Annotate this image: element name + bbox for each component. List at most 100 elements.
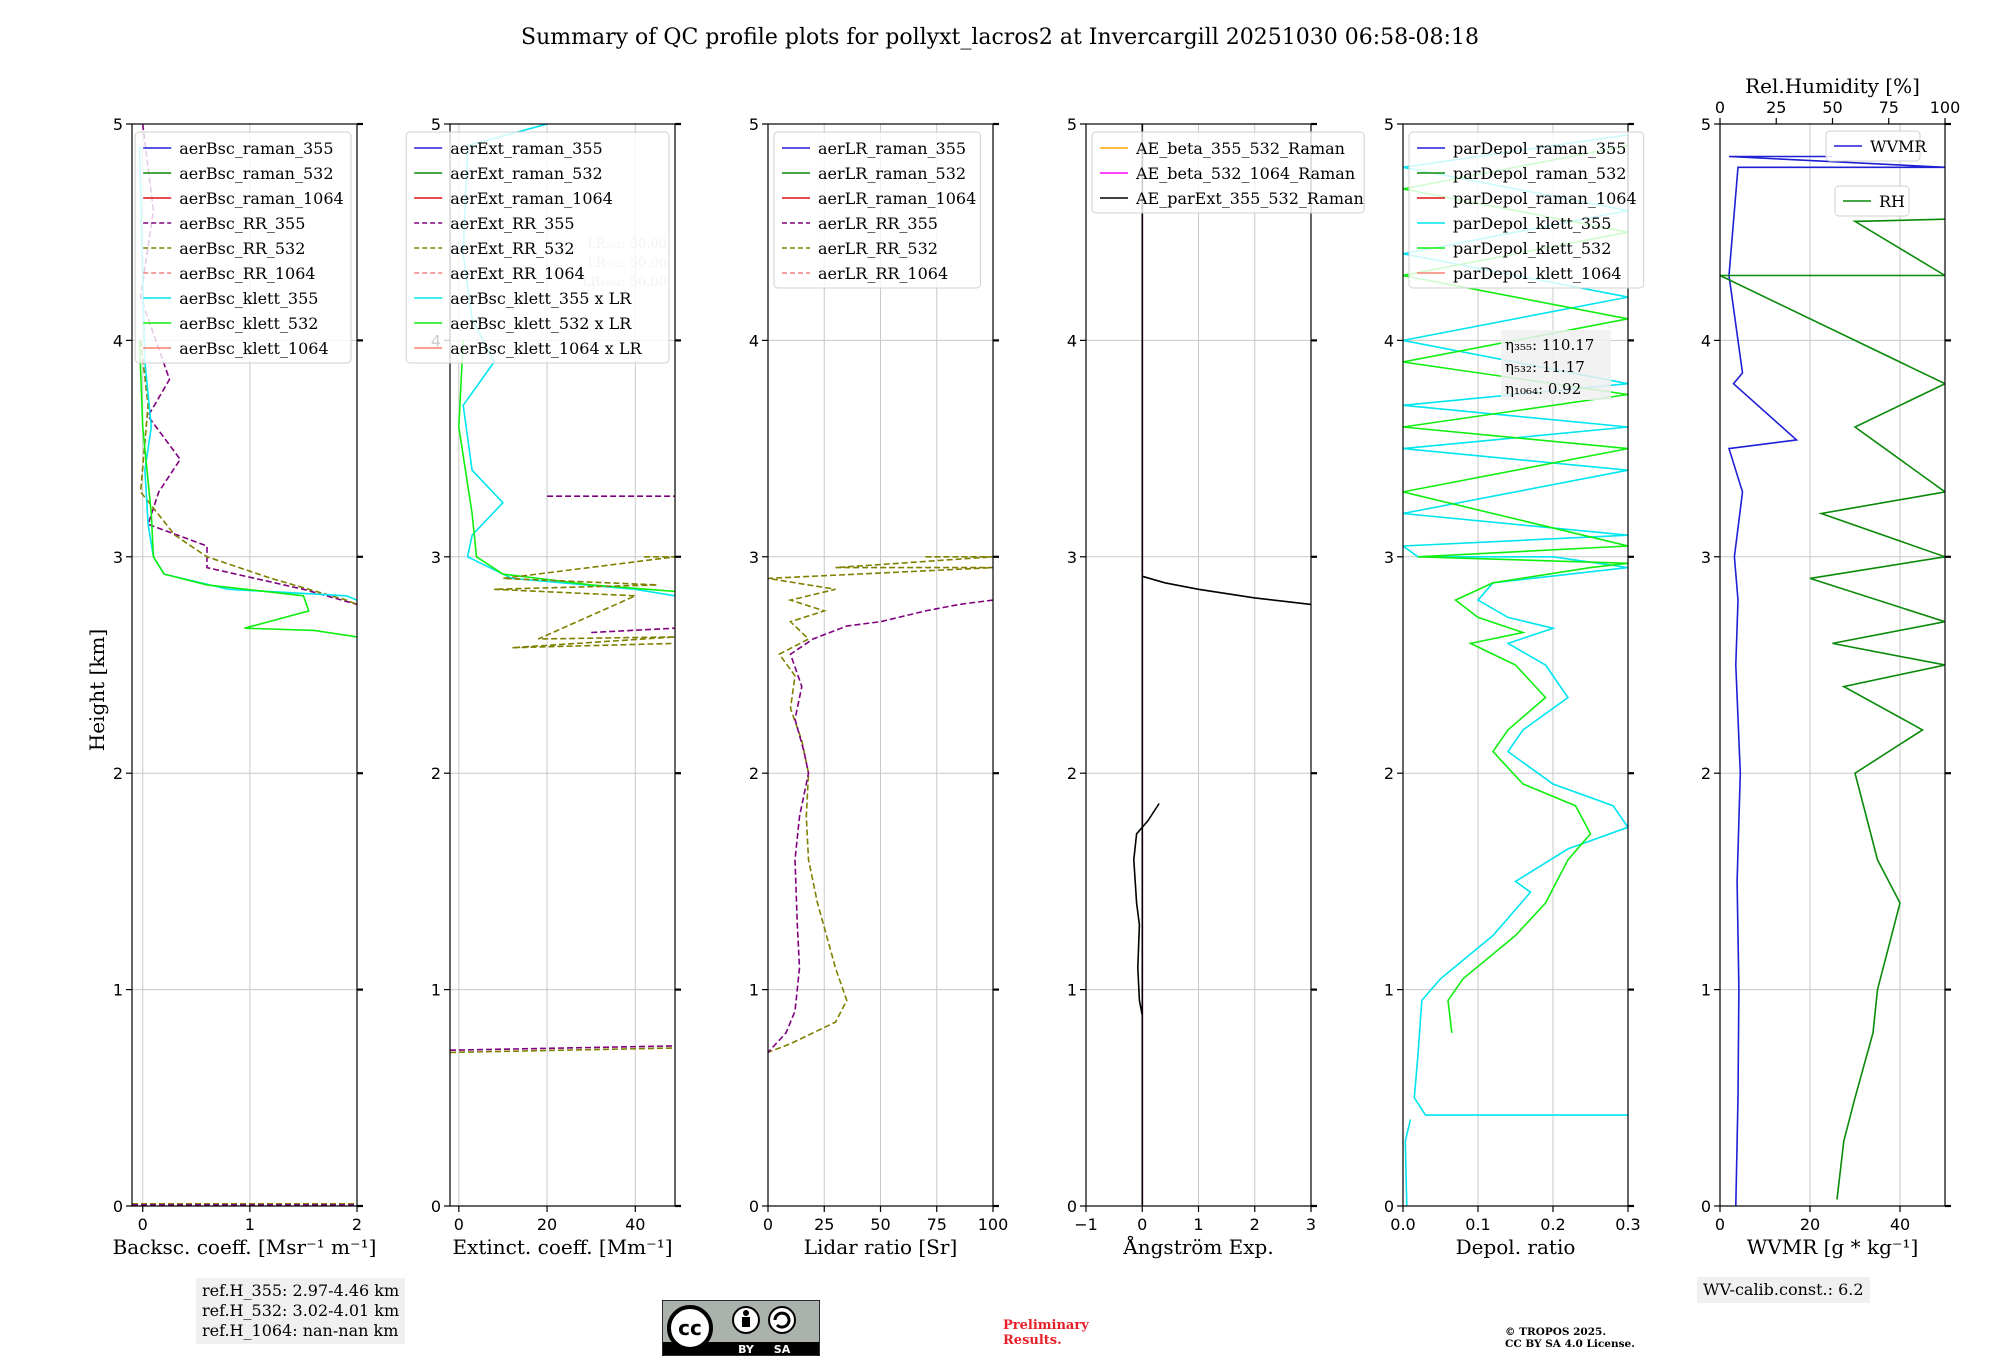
x-tick-label: 0 [454, 1215, 464, 1234]
series-aerExt_RR_355_low [450, 1045, 675, 1051]
x-axis-label: Backsc. coeff. [Msr⁻¹ m⁻¹] [113, 1235, 377, 1259]
legend-label: aerLR_RR_355 [818, 214, 938, 233]
ref-height-1064: ref.H_1064: nan-nan km [202, 1321, 399, 1340]
legend-label: aerLR_RR_532 [818, 239, 938, 258]
series-aerBsc_klett_355 [138, 145, 357, 601]
wv-calib-constant: WV-calib.const.: 6.2 [1703, 1280, 1864, 1299]
series-WVMR [1727, 155, 1945, 1206]
panel-wv: 0 20 40 0 1 2 3 4 5 WVMR [g * kg⁻¹] 0 25 50 75 100 Rel.… [1701, 74, 1960, 1259]
y-tick-label: 1 [1701, 981, 1711, 1000]
series-aerBsc_klett_532 x LR [457, 340, 675, 593]
y-tick-label: 0 [113, 1197, 123, 1216]
legend-label: RH [1879, 192, 1905, 211]
y-tick-label: 2 [1384, 764, 1394, 783]
svg-text:BY: BY [738, 1343, 755, 1356]
legend-label: aerBsc_raman_355 [179, 139, 333, 158]
panel-depol: 0.0 0.1 0.2 0.3 0 1 2 3 4 5 Depol. ratio η₃₅₅: 110.… [1384, 115, 1645, 1259]
y-tick-label: 2 [1701, 764, 1711, 783]
y-tick-label: 5 [1067, 115, 1077, 134]
y-tick-label: 2 [113, 764, 123, 783]
legend-label: aerBsc_RR_1064 [179, 264, 315, 283]
y-tick-label: 2 [749, 764, 759, 783]
y-tick-label: 0 [1701, 1197, 1711, 1216]
y-tick-label: 0 [749, 1197, 759, 1216]
x-tick-label: 0.1 [1465, 1215, 1490, 1234]
legend-label: aerExt_raman_355 [450, 139, 603, 158]
x-tick-label: 50 [870, 1215, 890, 1234]
top-tick-label: 0 [1715, 98, 1725, 117]
y-tick-label: 4 [113, 331, 123, 350]
legend-label: aerBsc_klett_355 [179, 289, 318, 308]
y-tick-label: 4 [749, 331, 759, 350]
y-tick-label: 3 [431, 548, 441, 567]
legend-label: aerBsc_raman_1064 [179, 189, 344, 208]
panel-lidar_ratio: 0 25 50 75 100 0 1 2 3 4 5 Lidar ratio [Sr] aerLR_ra… [749, 115, 1008, 1259]
x-tick-label: 0.2 [1540, 1215, 1565, 1234]
series-aerBsc_RR_355 [139, 124, 357, 606]
y-tick-label: 3 [1067, 548, 1077, 567]
series-aerBsc_RR_532 [139, 340, 357, 606]
y-tick-label: 5 [1701, 115, 1711, 134]
y-tick-label: 1 [1067, 981, 1077, 1000]
y-tick-label: 1 [1384, 981, 1394, 1000]
legend-label: WVMR [1870, 137, 1927, 156]
legend-label: parDepol_klett_532 [1453, 239, 1611, 258]
y-axis-label: Height [km] [85, 629, 109, 751]
x-tick-label: 100 [978, 1215, 1009, 1234]
legend-label: aerExt_RR_355 [450, 214, 574, 233]
legend-label: parDepol_raman_532 [1453, 164, 1626, 183]
top-axis-label: Rel.Humidity [%] [1745, 74, 1920, 98]
x-axis-label: Depol. ratio [1456, 1235, 1576, 1259]
y-tick-label: 4 [1384, 331, 1394, 350]
series-parDepol_klett_355_base [1404, 1119, 1412, 1206]
panel-backscatter: 0 1 2 0 1 2 3 4 5 Backsc. coeff. [Msr⁻¹ m⁻¹] aerBs… [113, 115, 377, 1259]
legend: WVMR [1825, 130, 1927, 162]
y-tick-label: 3 [1701, 548, 1711, 567]
legend-label: parDepol_raman_1064 [1453, 189, 1637, 208]
preliminary-note: Preliminary Results. [1003, 1318, 1089, 1348]
legend: parDepol_raman_355 parDepol_raman_532 parD… [1408, 131, 1645, 289]
eta-annotation: η₅₃₂: 11.17 [1505, 358, 1585, 376]
y-tick-label: 5 [113, 115, 123, 134]
y-tick-label: 0 [1067, 1197, 1077, 1216]
legend-label: aerBsc_RR_532 [179, 239, 305, 258]
ref-height-355: ref.H_355: 2.97-4.46 km [202, 1281, 400, 1300]
legend-label: aerBsc_klett_1064 [179, 339, 328, 358]
top-tick-label: 75 [1879, 98, 1899, 117]
legend: aerExt_raman_355 aerExt_raman_532 aerExt_r… [405, 131, 670, 364]
y-tick-label: 4 [1701, 331, 1711, 350]
legend-label: aerExt_raman_532 [450, 164, 603, 183]
series-aerBsc_klett_532 [138, 340, 357, 638]
eta-box [1501, 330, 1611, 400]
legend-label: AE_parExt_355_532_Raman [1135, 189, 1364, 208]
y-tick-label: 1 [113, 981, 123, 1000]
svg-text:cc: cc [678, 1316, 702, 1340]
legend-label: aerBsc_klett_355 x LR [450, 289, 632, 308]
eta-annotation: η₁₀₆₄: 0.92 [1505, 380, 1581, 398]
legend-label: aerLR_RR_1064 [818, 264, 948, 283]
x-axis-label: Lidar ratio [Sr] [804, 1235, 958, 1259]
legend-label: parDepol_klett_355 [1453, 214, 1611, 233]
y-tick-label: 0 [1384, 1197, 1394, 1216]
wv-calib-box: WV-calib.const.: 6.2 [1697, 1277, 1870, 1303]
x-tick-label: 2 [1250, 1215, 1260, 1234]
series-parDepol_klett_532 [1403, 144, 1628, 1033]
x-tick-label: 20 [537, 1215, 557, 1234]
legend-label: AE_beta_355_532_Raman [1135, 139, 1345, 158]
legend: AE_beta_355_532_Raman AE_beta_532_1064_Ra… [1091, 131, 1365, 214]
y-tick-label: 2 [1067, 764, 1077, 783]
axes-frame [1719, 123, 1946, 1207]
y-tick-label: 5 [1384, 115, 1394, 134]
legend: aerBsc_raman_355 aerBsc_raman_532 aerBsc_r… [134, 131, 352, 364]
cc-icon [667, 1305, 713, 1351]
x-tick-label: 20 [1800, 1215, 1820, 1234]
legend-label: aerBsc_klett_1064 x LR [450, 339, 642, 358]
x-tick-label: 1 [1193, 1215, 1203, 1234]
x-tick-label: 3 [1306, 1215, 1316, 1234]
series-AE_parExt_355_532_Raman_low [1132, 803, 1160, 1016]
legend-label: aerBsc_RR_355 [179, 214, 305, 233]
x-tick-label: 0.3 [1615, 1215, 1640, 1234]
legend-label: parDepol_raman_355 [1453, 139, 1626, 158]
